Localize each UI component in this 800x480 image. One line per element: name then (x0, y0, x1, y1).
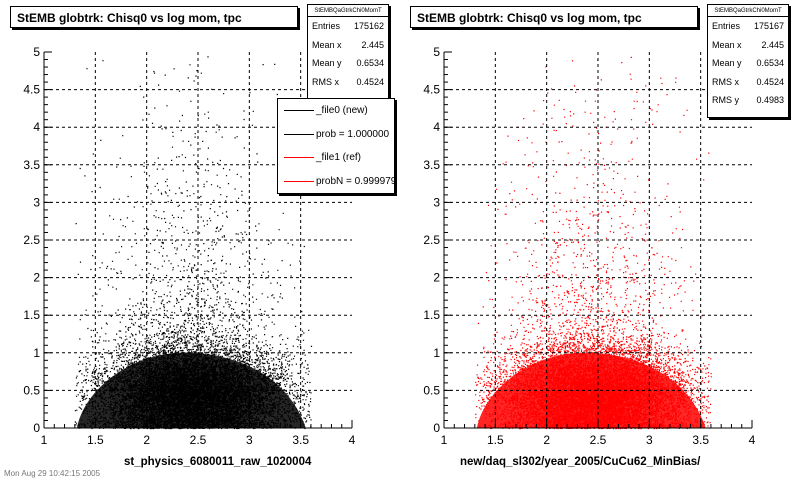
left-stats-row: Entries 175162 (308, 17, 388, 36)
stats-value: 0.4524 (356, 76, 384, 87)
x-tick-label: 3.5 (292, 433, 309, 447)
y-tick-label: 2.5 (423, 233, 440, 247)
left-chart-title: StEMB globtrk: Chisq0 vs log mom, tpc (10, 6, 298, 28)
legend-text: _file0 (new) (316, 105, 368, 116)
y-tick-label: 4 (433, 120, 440, 134)
x-tick-label: 2.5 (590, 433, 607, 447)
right-stats-box: StEMBQaGtrkChi0MomT Entries 175167 Mean x… (707, 4, 789, 118)
stats-label: Mean x (712, 39, 742, 50)
right-chart-panel: 1 1.5 2 2.5 3 3.5 4 0 0.5 1 1.5 2 2.5 3 3.5 4 4.5 5 StEMB… (400, 0, 800, 480)
legend-text: prob = 1.000000 (316, 128, 390, 140)
scatter-dense-core (476, 352, 706, 428)
stats-value: 0.4983 (756, 95, 784, 105)
x-tick-label: 1 (41, 433, 48, 447)
legend-entry: probN = 0.999979 (278, 170, 394, 194)
y-tick-label: 3 (33, 195, 40, 209)
stats-label: Entries (312, 21, 341, 31)
legend-entry: _file1 (ref) (278, 146, 394, 170)
y-tick-label: 2 (433, 271, 440, 285)
timestamp-footer: Mon Aug 29 10:42:15 2005 (4, 469, 101, 478)
stats-value: 0.6534 (756, 58, 784, 68)
legend-text: probN = 0.999979 (316, 175, 395, 187)
x-tick-label: 4 (749, 433, 756, 447)
stats-value: 0.6534 (356, 58, 384, 68)
right-scatter-plot: 1 1.5 2 2.5 3 3.5 4 0 0.5 1 1.5 2 2.5 3 3.5 4 4.5 5 (423, 45, 756, 447)
stats-value: 2.445 (361, 39, 384, 50)
x-tick-label: 1.5 (87, 433, 104, 447)
legend-entry: prob = 1.000000 (278, 123, 394, 147)
left-x-axis-title: st_physics_6080011_raw_1020004 (124, 456, 312, 468)
right-chart-title: StEMB globtrk: Chisq0 vs log mom, tpc (410, 6, 698, 28)
stats-value: 2.445 (761, 39, 784, 50)
x-tick-label: 2.5 (190, 433, 207, 447)
right-stats-row: RMS y 0.4983 (708, 91, 788, 110)
stats-label: RMS y (712, 95, 739, 105)
x-tick-label: 2 (143, 433, 150, 447)
legend-line-swatch (284, 157, 314, 158)
right-stats-name: StEMBQaGtrkChi0MomT (708, 5, 788, 17)
y-tick-label: 5 (33, 45, 40, 59)
right-stats-row: Mean x 2.445 (708, 36, 788, 55)
left-scatter-plot: 1 1.5 2 2.5 3 3.5 4 0 0.5 1 1.5 2 2.5 3 3.5 4 4.5 5 (23, 45, 356, 447)
y-tick-label: 4.5 (23, 83, 40, 97)
left-stats-row: Mean y 0.6534 (308, 54, 388, 73)
legend-line-swatch (284, 133, 314, 135)
right-stats-row: Mean y 0.6534 (708, 54, 788, 73)
legend-entry: _file0 (new) (278, 99, 394, 123)
y-tick-label: 4.5 (423, 83, 440, 97)
right-x-axis-title: new/daq_sl302/year_2005/CuCu62_MinBias/ (460, 456, 701, 468)
y-tick-label: 1.5 (23, 308, 40, 322)
left-stats-name: StEMBQaGtrkChi0MomT (308, 5, 388, 17)
y-tick-label: 3.5 (423, 158, 440, 172)
x-tick-label: 1.5 (487, 433, 504, 447)
y-tick-label: 3.5 (23, 158, 40, 172)
y-tick-label: 2.5 (23, 233, 40, 247)
y-tick-label: 1.5 (423, 308, 440, 322)
x-tick-label: 3 (646, 433, 653, 447)
x-tick-label: 3.5 (692, 433, 709, 447)
x-tick-label: 3 (246, 433, 253, 447)
y-tick-label: 0 (33, 421, 40, 435)
stats-label: Entries (712, 21, 741, 31)
y-tick-label: 0.5 (23, 383, 40, 397)
stats-label: Mean x (312, 39, 342, 50)
stats-value: 175167 (753, 21, 784, 31)
y-tick-label: 1 (433, 346, 440, 360)
y-tick-label: 2 (33, 271, 40, 285)
legend-box: _file0 (new) prob = 1.000000 _file1 (ref… (277, 98, 395, 194)
y-tick-label: 1 (33, 346, 40, 360)
left-stats-row: Mean x 2.445 (308, 36, 388, 55)
y-tick-label: 0.5 (423, 383, 440, 397)
left-chart-panel: 1 1.5 2 2.5 3 3.5 4 0 0.5 1 1.5 2 2.5 3 3.5 4 4.5 5 StEMB… (10, 4, 395, 468)
y-tick-label: 5 (433, 45, 440, 59)
left-stats-row: RMS x 0.4524 (308, 73, 388, 92)
stats-label: Mean y (312, 58, 342, 68)
x-tick-label: 1 (441, 433, 448, 447)
x-tick-label: 4 (349, 433, 356, 447)
legend-line-swatch (284, 110, 314, 111)
stats-label: RMS x (312, 76, 339, 87)
y-tick-label: 4 (33, 120, 40, 134)
y-tick-label: 3 (433, 195, 440, 209)
stats-value: 175162 (353, 21, 384, 31)
legend-text: _file1 (ref) (316, 152, 362, 163)
stats-label: RMS x (712, 76, 739, 87)
x-tick-label: 2 (543, 433, 550, 447)
scatter-points (475, 56, 712, 430)
right-stats-row: Entries 175167 (708, 17, 788, 36)
stats-label: Mean y (712, 58, 742, 68)
y-tick-label: 0 (433, 421, 440, 435)
right-stats-row: RMS x 0.4524 (708, 73, 788, 92)
legend-line-swatch (284, 180, 314, 182)
stats-value: 0.4524 (756, 76, 784, 87)
scatter-dense-core (76, 352, 306, 428)
